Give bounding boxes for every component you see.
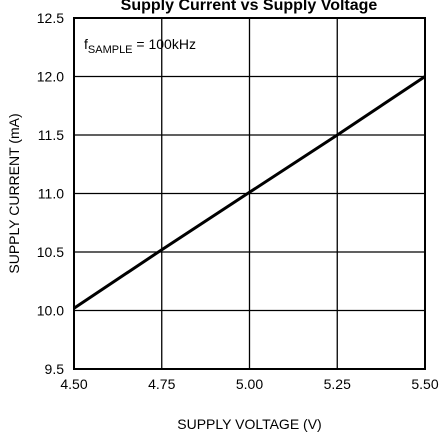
y-tick-label: 10.0	[37, 303, 64, 319]
chart-title: Supply Current vs Supply Voltage	[121, 0, 378, 14]
series-layer	[73, 75, 426, 310]
tick-labels: 4.50 4.75 5.00 5.25 5.50 9.5 10.0 10.5 11.0 11.5 1…	[37, 10, 439, 392]
y-tick-label: 9.5	[45, 361, 65, 377]
x-tick-label: 5.00	[236, 376, 263, 392]
annotation-subscript: SAMPLE	[88, 44, 133, 56]
x-axis-label: SUPPLY VOLTAGE (V)	[177, 416, 321, 432]
x-tick-label: 5.25	[324, 376, 351, 392]
plot-frame	[73, 17, 426, 370]
x-tick-label: 4.50	[60, 376, 87, 392]
x-tick-label: 5.50	[411, 376, 438, 392]
y-tick-label: 10.5	[37, 244, 64, 260]
supply-current-line	[73, 75, 426, 310]
y-tick-label: 12.0	[37, 69, 64, 85]
annotation-suffix: = 100kHz	[133, 36, 196, 52]
y-tick-label: 11.5	[38, 127, 64, 143]
annotation-prefix: f	[84, 36, 88, 52]
y-tick-label: 11.0	[38, 186, 64, 202]
x-tick-label: 4.75	[148, 376, 175, 392]
y-tick-label: 12.5	[37, 10, 64, 26]
sample-frequency-annotation: fSAMPLE = 100kHz	[84, 36, 196, 56]
y-axis-label: SUPPLY CURRENT (mA)	[6, 113, 22, 273]
